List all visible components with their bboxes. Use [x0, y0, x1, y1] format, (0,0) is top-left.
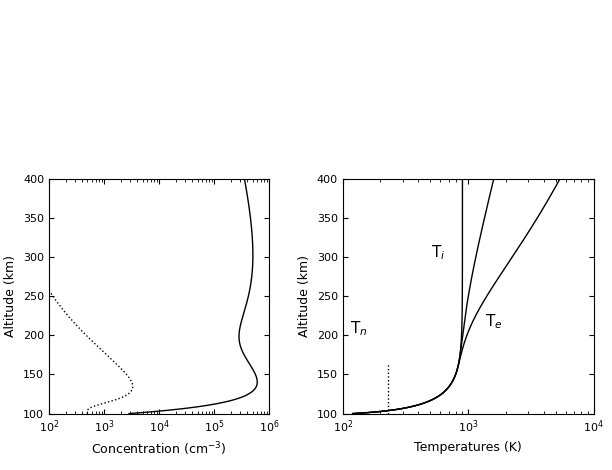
Text: T$_n$: T$_n$ [350, 320, 368, 338]
Y-axis label: Altitude (km): Altitude (km) [298, 255, 311, 337]
X-axis label: Temperatures (K): Temperatures (K) [414, 440, 522, 454]
Y-axis label: Altitude (km): Altitude (km) [4, 255, 17, 337]
Text: T$_i$: T$_i$ [431, 243, 446, 262]
X-axis label: Concentration (cm$^{-3}$): Concentration (cm$^{-3}$) [91, 440, 227, 458]
Text: T$_e$: T$_e$ [485, 312, 502, 330]
